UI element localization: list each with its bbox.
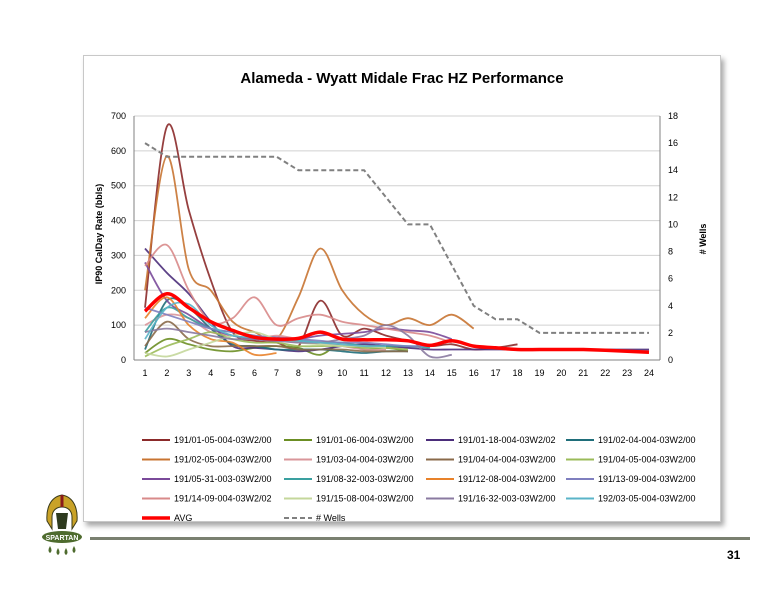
legend: 191/01-05-004-03W2/00 191/01-06-004-03W2/…: [142, 435, 696, 521]
legend-label: 191/16-32-003-03W2/00: [458, 494, 556, 504]
y-tick-label: 100: [111, 320, 126, 330]
y2-tick-label: 6: [668, 274, 673, 284]
legend-label: 191/15-08-004-03W2/00: [316, 494, 414, 504]
y-tick-label: 200: [111, 285, 126, 295]
y2-tick-label: 0: [668, 355, 673, 365]
legend-label: 192/03-05-004-03W2/00: [598, 494, 696, 504]
y2-tick-label: 14: [668, 165, 678, 175]
series-line-191-04-05-004-03w2-00: [144, 331, 409, 358]
y2-tick-label: 18: [668, 111, 678, 121]
droplets-icon: [48, 546, 76, 555]
y2-tick-label: 8: [668, 247, 673, 257]
legend-label: 191/02-05-004-03W2/00: [174, 455, 272, 465]
y-tick-label: 400: [111, 216, 126, 226]
legend-label: # Wells: [316, 513, 346, 521]
series-line-191-16-32-003-03w2-00: [144, 324, 452, 359]
x-tick-label: 15: [447, 368, 457, 378]
y2-tick-label: 4: [668, 301, 673, 311]
legend-label: 191/04-04-004-03W2/00: [458, 455, 556, 465]
x-tick-label: 11: [359, 368, 368, 378]
x-tick-label: 3: [186, 368, 191, 378]
series-line-191-15-08-004-03w2-00: [144, 331, 387, 358]
x-tick-label: 17: [491, 368, 501, 378]
legend-label: 191/12-08-004-03W2/00: [458, 474, 556, 484]
x-tick-label: 23: [622, 368, 632, 378]
legend-label: 191/01-18-004-03W2/02: [458, 435, 556, 445]
x-tick-label: 10: [337, 368, 347, 378]
legend-label: 191/01-05-004-03W2/00: [174, 435, 272, 445]
x-tick-label: 21: [578, 368, 588, 378]
x-tick-label: 8: [296, 368, 301, 378]
legend-label: 191/14-09-004-03W2/02: [174, 494, 272, 504]
x-tick-label: 18: [513, 368, 523, 378]
y-tick-label: 500: [111, 181, 126, 191]
x-tick-label: 2: [164, 368, 169, 378]
legend-label: 191/03-04-004-03W2/00: [316, 455, 414, 465]
legend-label: 191/02-04-004-03W2/00: [598, 435, 696, 445]
avg-series-line: [143, 292, 650, 355]
y2-tick-label: 12: [668, 192, 678, 202]
x-tick-label: 5: [230, 368, 235, 378]
y2-tick-label: 2: [668, 328, 673, 338]
y-axis-label: IP90 CalDay Rate (bbls): [94, 184, 104, 285]
y-tick-label: 0: [121, 355, 126, 365]
x-tick-label: 7: [274, 368, 279, 378]
x-tick-label: 6: [252, 368, 257, 378]
spartan-logo: SPARTAN: [42, 494, 82, 555]
y2-tick-label: 10: [668, 219, 678, 229]
x-tick-label: 12: [381, 368, 391, 378]
legend-label: 191/04-05-004-03W2/00: [598, 455, 696, 465]
legend-label: 191/13-09-004-03W2/00: [598, 474, 696, 484]
helmet-icon: [46, 494, 78, 531]
x-tick-label: 22: [600, 368, 610, 378]
page-number: 31: [727, 548, 741, 562]
logo-text: SPARTAN: [46, 535, 79, 542]
x-tick-label: 19: [534, 368, 544, 378]
x-tick-label: 14: [425, 368, 435, 378]
chart-title: Alameda - Wyatt Midale Frac HZ Performan…: [240, 70, 563, 87]
legend-label: 191/01-06-004-03W2/00: [316, 435, 414, 445]
x-tick-label: 13: [403, 368, 413, 378]
x-tick-label: 16: [469, 368, 479, 378]
y-tick-label: 600: [111, 146, 126, 156]
footer-divider: [90, 537, 750, 540]
y-tick-label: 300: [111, 250, 126, 260]
y2-tick-label: 16: [668, 138, 678, 148]
chart-frame: Alameda - Wyatt Midale Frac HZ Performan…: [83, 55, 721, 522]
x-tick-label: 1: [142, 368, 147, 378]
x-tick-label: 24: [644, 368, 654, 378]
x-tick-label: 9: [318, 368, 323, 378]
legend-label: 191/05-31-003-03W2/00: [174, 474, 272, 484]
legend-label: 191/08-32-003-03W2/00: [316, 474, 414, 484]
x-tick-label: 20: [556, 368, 566, 378]
y-tick-label: 700: [111, 111, 126, 121]
legend-label: AVG: [174, 513, 192, 521]
series-line-191-01-05-004-03w2-00: [144, 123, 518, 351]
x-tick-label: 4: [208, 368, 213, 378]
y2-axis-label: # Wells: [698, 224, 708, 255]
series-line-191-12-08-004-03w2-00: [144, 296, 277, 357]
series-line-191-02-05-004-03w2-00: [144, 155, 475, 342]
series-lines: [143, 123, 650, 359]
chart-svg: Alameda - Wyatt Midale Frac HZ Performan…: [94, 70, 708, 521]
